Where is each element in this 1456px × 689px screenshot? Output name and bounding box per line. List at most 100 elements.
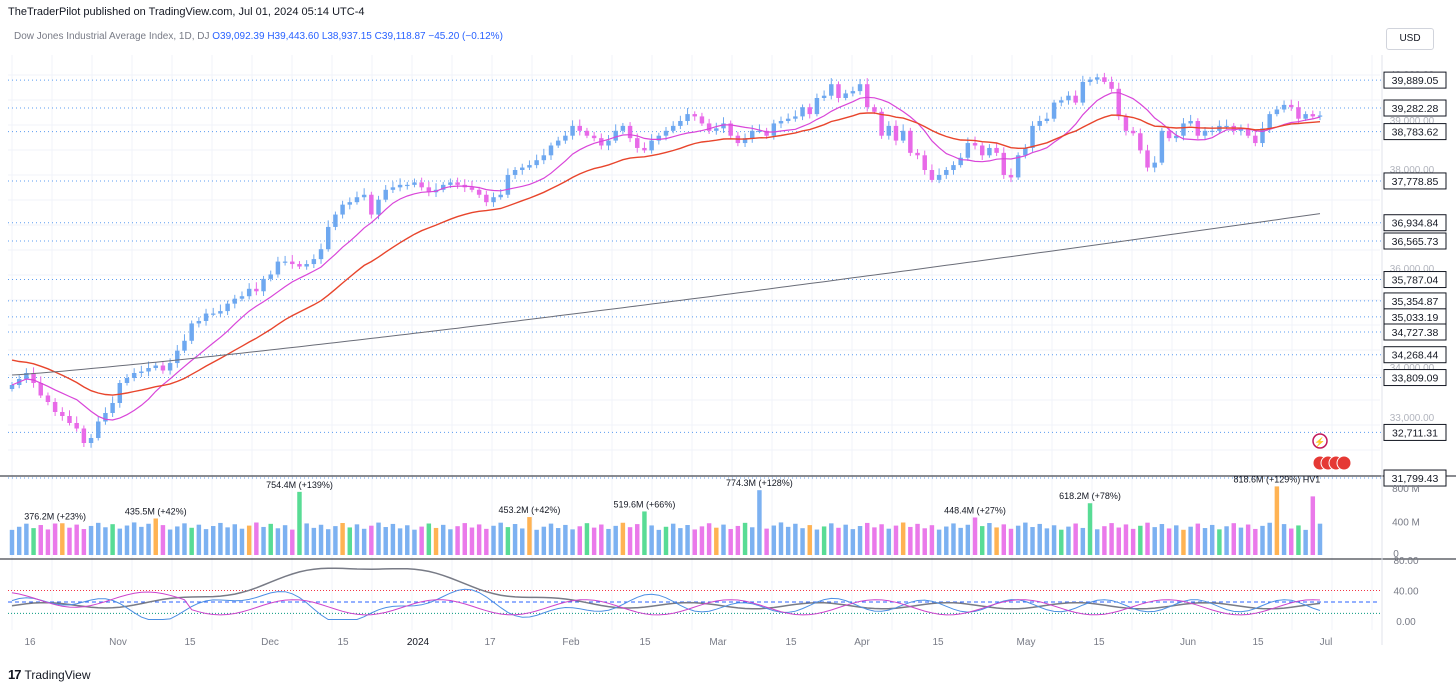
price-level-label-box <box>1383 172 1447 190</box>
candle-body <box>325 226 331 250</box>
candle-body <box>635 138 640 148</box>
time-axis-tick: 15 <box>785 637 797 648</box>
volume-bar <box>412 529 417 555</box>
volume-bar <box>1145 522 1150 555</box>
candle-body <box>282 261 288 263</box>
volume-bar <box>821 526 827 555</box>
price-level-label: 34,727.38 <box>1392 327 1439 339</box>
candle-body <box>1044 118 1050 121</box>
candle-body <box>1130 130 1136 134</box>
oscillator-adx-line <box>11 567 1321 610</box>
candle-body <box>1281 104 1287 110</box>
candle-body <box>555 140 561 146</box>
flag-event-icon <box>1336 455 1352 471</box>
volume-bar <box>1296 525 1301 555</box>
volume-bar <box>182 523 187 555</box>
candle-body <box>577 125 582 131</box>
candle-body <box>1109 81 1114 89</box>
candle-body <box>728 123 733 136</box>
volume-bar <box>656 529 662 555</box>
candle-body <box>440 184 446 190</box>
candle-body <box>1102 77 1107 82</box>
candle-body <box>757 130 762 132</box>
time-axis-tick: Jun <box>1180 637 1196 648</box>
volume-bar <box>570 529 575 555</box>
time-axis-tick: Apr <box>854 637 870 648</box>
candle-body <box>1317 115 1323 117</box>
candle-body <box>1296 107 1301 119</box>
volume-bar <box>1267 522 1272 555</box>
volume-bar <box>1217 529 1222 555</box>
candle-body <box>944 170 949 175</box>
price-axis-tick: 34,000.00 <box>1390 363 1435 374</box>
volume-bar <box>1274 486 1280 555</box>
price-level-label: 36,934.84 <box>1392 218 1439 230</box>
symbol-name[interactable]: Dow Jones Industrial Average Index, 1D, … <box>14 31 210 42</box>
volume-bar <box>972 517 978 555</box>
oscillator-axis-tick: 80.00 <box>1393 556 1418 567</box>
volume-bar <box>944 526 949 555</box>
price-level-label: 35,787.04 <box>1392 275 1439 287</box>
time-axis-tick: 15 <box>1252 637 1264 648</box>
oscillator-minus-di-line <box>11 591 1321 616</box>
volume-bar <box>1044 528 1050 555</box>
candle-body <box>469 187 475 190</box>
volume-bar <box>60 523 65 555</box>
oscillator-plus-di-line <box>11 588 1321 620</box>
candle-body <box>397 184 403 188</box>
price-level-label-box <box>1383 469 1447 487</box>
candle-body <box>203 313 209 321</box>
volume-bar <box>857 526 863 555</box>
candle-body <box>31 373 36 383</box>
candle-body <box>1138 133 1143 151</box>
volume-bar <box>1066 526 1071 555</box>
price-level-label-box <box>1383 214 1447 232</box>
candle-body <box>836 84 841 98</box>
volume-bar <box>203 529 209 555</box>
price-level-label: 39,282.28 <box>1392 103 1439 115</box>
candle-body <box>412 182 417 185</box>
candle-body <box>1145 150 1150 168</box>
currency-button[interactable]: USD <box>1386 28 1434 50</box>
time-axis-tick: May <box>1017 637 1036 648</box>
volume-bar <box>16 526 22 555</box>
volume-bar <box>1123 524 1129 555</box>
volume-bar <box>635 524 640 555</box>
time-axis-tick: 17 <box>484 637 496 648</box>
volume-bar <box>268 523 273 555</box>
candle-body <box>893 125 899 141</box>
candle-body <box>239 296 245 299</box>
candle-body <box>699 116 705 124</box>
change-value: −45.20 (−0.12%) <box>428 31 503 42</box>
volume-bar <box>1094 529 1100 555</box>
volume-bar <box>81 529 87 555</box>
price-level-label: 39,889.05 <box>1392 75 1439 87</box>
volume-bar <box>793 523 798 555</box>
candle-body <box>369 194 374 215</box>
volume-bar <box>160 525 166 555</box>
volume-bar <box>297 491 302 555</box>
volume-bar <box>929 525 935 555</box>
moving-average-fast <box>11 92 1321 421</box>
volume-bar <box>246 525 252 555</box>
time-axis-tick: 2024 <box>407 637 430 648</box>
volume-bar <box>354 524 360 555</box>
high-value: H39,443.60 <box>267 31 320 42</box>
candle-body <box>627 125 633 139</box>
candle-body <box>771 123 777 136</box>
volume-bar <box>721 524 726 555</box>
moving-average-slow <box>11 213 1321 376</box>
volume-bar <box>994 527 999 555</box>
volume-bar <box>879 524 884 555</box>
candle-body <box>706 123 712 131</box>
volume-bar <box>1030 527 1035 555</box>
candle-body <box>60 412 65 416</box>
candle-body <box>38 383 43 396</box>
time-axis-tick: Mar <box>709 637 727 648</box>
time-axis-tick: Dec <box>261 637 279 648</box>
volume-bar <box>900 522 906 555</box>
volume-annotation: 754.4M (+139%) <box>266 480 333 490</box>
volume-bar <box>139 526 144 555</box>
candle-body <box>1224 125 1229 128</box>
